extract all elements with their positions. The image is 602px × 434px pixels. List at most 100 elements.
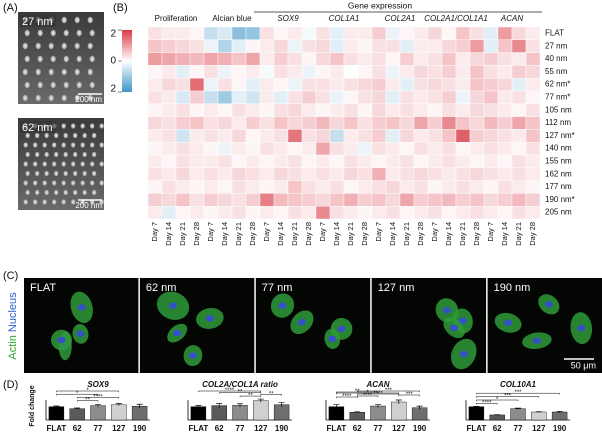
heatmap-cell bbox=[385, 52, 401, 66]
heatmap-cell bbox=[231, 129, 247, 143]
heatmap-cell bbox=[497, 167, 513, 181]
heatmap-cell bbox=[385, 167, 401, 181]
pillar bbox=[37, 29, 43, 37]
heatmap-cell bbox=[175, 205, 191, 220]
heatmap-cell bbox=[343, 26, 359, 41]
heatmap-cell bbox=[413, 116, 429, 130]
heatmap-cell bbox=[483, 65, 499, 79]
error-bar bbox=[354, 411, 361, 413]
heatmap-cell bbox=[315, 77, 331, 92]
pillar bbox=[70, 142, 76, 148]
chart-title: COL10A1 bbox=[500, 380, 537, 389]
significance-bracket bbox=[476, 403, 498, 405]
cell-nucleus bbox=[57, 336, 66, 344]
heatmap-cell bbox=[427, 65, 443, 79]
heatmap-cell bbox=[245, 116, 261, 130]
bar bbox=[232, 405, 248, 421]
heatmap-cell bbox=[231, 52, 247, 66]
heatmap-cell bbox=[371, 141, 387, 156]
heatmap-cell bbox=[385, 154, 401, 169]
heatmap-cell bbox=[315, 116, 331, 130]
heatmap-cell bbox=[231, 77, 247, 92]
heatmap-cell bbox=[511, 167, 527, 181]
heatmap-cell bbox=[399, 193, 415, 207]
heatmap-cell bbox=[161, 90, 177, 105]
column-label: Day 7 bbox=[206, 222, 215, 242]
heatmap-cell bbox=[203, 167, 219, 181]
heatmap-cell bbox=[525, 129, 541, 143]
heatmap-cell bbox=[161, 39, 177, 53]
heatmap-cell bbox=[483, 103, 499, 117]
heatmap-cell bbox=[343, 129, 359, 143]
pillar bbox=[44, 132, 49, 139]
heatmap-cell bbox=[469, 116, 485, 130]
heatmap-cell bbox=[315, 65, 331, 79]
pillar bbox=[24, 29, 30, 37]
heatmap-cell bbox=[427, 103, 443, 117]
panel-label: (D) bbox=[3, 379, 18, 391]
bar bbox=[131, 406, 148, 421]
pillar bbox=[99, 180, 104, 186]
heatmap-cell bbox=[511, 141, 527, 156]
sem-label: 62 nm bbox=[22, 122, 53, 134]
heatmap-cell bbox=[329, 77, 345, 92]
heatmap-cell bbox=[511, 77, 527, 92]
pillar bbox=[51, 161, 57, 167]
heatmap-cell bbox=[315, 167, 331, 181]
heatmap-cell bbox=[399, 205, 415, 220]
heatmap-cell bbox=[343, 77, 359, 92]
heatmap-cell bbox=[525, 65, 541, 79]
pillar bbox=[70, 180, 76, 186]
pillar bbox=[89, 161, 95, 167]
error-bar bbox=[333, 404, 340, 409]
heatmap-cell bbox=[525, 180, 541, 194]
colorbar-tick-label: 2 bbox=[110, 29, 116, 40]
heatmap-cell bbox=[427, 141, 443, 156]
pillar bbox=[44, 170, 49, 177]
heatmap-cell bbox=[301, 193, 317, 207]
heatmap-cell bbox=[357, 77, 373, 92]
error-bar bbox=[257, 398, 264, 403]
significance-bracket bbox=[336, 392, 400, 395]
pillar bbox=[63, 151, 68, 158]
heatmap-cell bbox=[259, 116, 275, 130]
heatmap-cell bbox=[357, 193, 373, 207]
row-label: 62 nm* bbox=[545, 80, 570, 89]
heatmap-cell bbox=[245, 90, 261, 105]
heatmap-cell bbox=[147, 39, 163, 53]
heatmap-cell bbox=[147, 77, 163, 92]
pillar bbox=[74, 94, 80, 102]
y-axis-label: Fold change bbox=[29, 385, 36, 426]
heatmap-cell bbox=[287, 180, 303, 194]
sem-label: 27 nm bbox=[22, 16, 53, 28]
significance-label: * bbox=[86, 388, 89, 394]
error-bar bbox=[535, 411, 542, 413]
heatmap-cell bbox=[245, 154, 261, 169]
heatmap-cell bbox=[357, 39, 373, 53]
pillar bbox=[82, 132, 87, 139]
error-bar bbox=[216, 403, 223, 408]
image-label: FLAT bbox=[30, 282, 56, 294]
image-label: 77 nm bbox=[262, 282, 293, 294]
heatmap-cell bbox=[273, 52, 289, 66]
pillar bbox=[87, 42, 93, 50]
heatmap-cell bbox=[147, 154, 163, 169]
heatmap-cell bbox=[357, 167, 373, 181]
pillar bbox=[74, 42, 80, 50]
heatmap-cell bbox=[161, 26, 177, 41]
heatmap-cell bbox=[399, 26, 415, 41]
pillar bbox=[80, 123, 85, 129]
heatmap-cell bbox=[259, 129, 275, 143]
pillar bbox=[74, 68, 80, 76]
heatmap-cell bbox=[385, 180, 401, 194]
heatmap-cell bbox=[189, 141, 205, 156]
heatmap-cell bbox=[371, 65, 387, 79]
heatmap-cell bbox=[525, 26, 541, 41]
heatmap-cell bbox=[371, 180, 387, 194]
heatmap-cell bbox=[371, 39, 387, 53]
column-label: Day 28 bbox=[248, 222, 257, 246]
heatmap-cell bbox=[413, 180, 429, 194]
heatmap-cell bbox=[385, 193, 401, 207]
heatmap-cell bbox=[147, 193, 163, 207]
